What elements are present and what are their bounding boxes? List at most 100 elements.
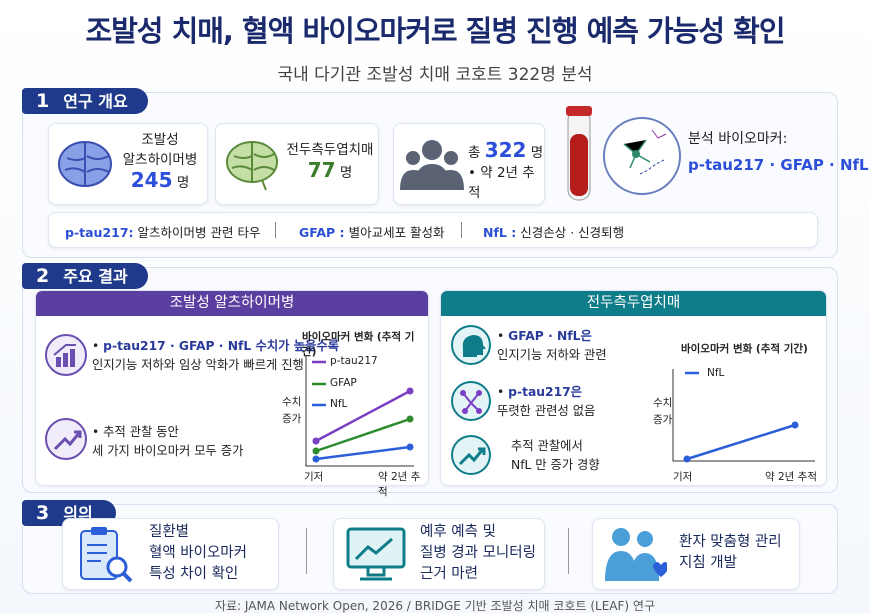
x-label: 약 2년 추적 — [765, 471, 817, 483]
mini-chart-title: 바이오마커 변화 (추적 기간) — [302, 331, 415, 358]
axis-label-line: 증가 — [653, 414, 673, 426]
finding-line: 인지기능 저하와 관련 — [497, 348, 607, 362]
significance-line: 질병 경과 모니터링 — [420, 545, 536, 561]
definition-bar: p-tau217: 알츠하이머병 관련 타우 GFAP : 별아교세포 활성화 Nf… — [48, 212, 818, 248]
panel-title: 조발성 알츠하이머병 — [36, 291, 428, 316]
brain-icon — [226, 141, 278, 191]
finding-line: NfL 만 증가 경향 — [511, 458, 600, 472]
card: 총 322 명 • 약 2년 추적 — [393, 123, 545, 205]
finding-line: 추적 관찰에서 — [511, 439, 583, 453]
card: 전두측두엽치매 77 명 — [215, 123, 379, 205]
finding-line: 추적 관찰 동안 — [103, 425, 179, 439]
biomarker-label: 분석 바이오마커: — [688, 131, 788, 147]
result-panel: 조발성 알츠하이머병 • p-tau217 · GFAP · NfL 수치가 높… — [35, 290, 429, 498]
monitor-icon — [346, 527, 406, 581]
legend-entry: NfL — [707, 367, 725, 379]
section-title: 주요 결과 — [63, 267, 128, 286]
section-number: 2 — [36, 265, 50, 287]
x-label: 기저 — [304, 471, 324, 483]
card-label: 조발성 — [141, 132, 179, 148]
finding: • p-tau217은 뚜렷한 관련성 없음 — [497, 385, 596, 418]
finding-line: 뚜렷한 관련성 없음 — [497, 404, 596, 418]
biomarker-names: p-tau217 · GFAP · NfL — [688, 156, 869, 174]
finding-line: 인지기능 저하와 임상 악화가 빠르게 진행 — [92, 358, 304, 372]
card-count: 322 — [484, 138, 527, 162]
mini-chart-title: 바이오마커 변화 (추적 기간) — [681, 343, 808, 355]
section-number: 3 — [36, 502, 50, 524]
clipboard-icon — [80, 527, 133, 583]
section-badge: 1 연구 개요 — [22, 88, 148, 114]
section-badge: 2 주요 결과 — [22, 263, 148, 289]
significance-line: 예후 예측 및 — [420, 524, 496, 540]
card-label: 알츠하이머병 — [122, 152, 198, 168]
card-count: 245 — [130, 168, 173, 192]
significance-line: 근거 마련 — [420, 566, 478, 582]
legend-entry: GFAP — [330, 377, 357, 389]
definition-desc: 신경손상 · 신경퇴행 — [520, 225, 625, 240]
mini-chart — [305, 356, 414, 467]
divider — [275, 222, 276, 238]
definition-desc: 알츠하이머병 관련 타우 — [137, 225, 261, 240]
finding-line: 세 가지 바이오마커 모두 증가 — [92, 444, 244, 458]
x-label: 기저 — [673, 471, 693, 483]
card-unit: 명 — [176, 175, 190, 191]
blood-tube-icon — [566, 106, 681, 201]
panel-title: 전두측두엽치매 — [441, 291, 826, 316]
mini-chart — [672, 369, 815, 463]
card-unit: 명 — [530, 145, 544, 161]
people-icon — [400, 140, 464, 190]
divider — [461, 222, 462, 238]
finding: • GFAP · NfL은 인지기능 저하와 관련 — [497, 329, 607, 362]
card-unit: 명 — [339, 165, 353, 181]
finding-line: p-tau217은 — [508, 385, 582, 399]
significance-line: 지침 개발 — [679, 555, 737, 571]
significance-line: 혈액 바이오마커 — [149, 545, 247, 561]
finding: 추적 관찰에서 NfL 만 증가 경향 — [511, 437, 600, 475]
subtitle: 국내 다기관 조발성 치매 코호트 322명 분석 — [277, 65, 593, 85]
family-icon — [605, 528, 667, 581]
finding: • p-tau217 · GFAP · NfL 수치가 높을수록 인지기능 저하와… — [92, 339, 339, 372]
axis-label-line: 수치 — [282, 396, 302, 408]
card-note: • 약 2년 추적 — [468, 165, 535, 201]
section-number: 1 — [36, 90, 50, 112]
significance-line: 환자 맞춤형 관리 — [679, 534, 782, 550]
source-note: 자료: JAMA Network Open, 2026 / BRIDGE 기반 … — [214, 599, 655, 613]
trend-icon — [451, 435, 491, 475]
finding-line: p-tau217 · GFAP · NfL 수치가 높을수록 — [103, 339, 339, 353]
legend-entry: NfL — [330, 398, 348, 410]
significance-line: 특성 차이 확인 — [149, 566, 239, 582]
definition: GFAP : 별아교세포 활성화 — [299, 222, 445, 241]
definition: NfL : 신경손상 · 신경퇴행 — [483, 222, 624, 241]
legend-entry: p-tau217 — [330, 355, 378, 367]
definition: p-tau217: 알츠하이머병 관련 타우 — [65, 222, 261, 241]
card-label: 전두측두엽치매 — [286, 142, 374, 158]
axis-label-line: 증가 — [282, 413, 302, 425]
divider — [568, 528, 569, 574]
section-title: 연구 개요 — [63, 92, 128, 111]
definition-desc: 별아교세포 활성화 — [348, 225, 445, 240]
finding-line: GFAP · NfL은 — [508, 329, 592, 343]
axis-label-line: 수치 — [653, 397, 673, 409]
trend-icon — [45, 418, 87, 460]
x-label: 약 2년 추적 — [378, 471, 421, 498]
molecule-icon — [451, 381, 491, 421]
head-icon — [451, 325, 491, 365]
chart-icon — [45, 334, 87, 376]
definition-term: GFAP : — [299, 225, 345, 240]
divider — [306, 528, 307, 574]
card-prefix: 총 — [468, 145, 481, 161]
title: 조발성 치매, 혈액 바이오마커로 질병 진행 예측 가능성 확인 — [85, 14, 785, 48]
finding: • 추적 관찰 동안 세 가지 바이오마커 모두 증가 — [92, 425, 244, 458]
definition-term: p-tau217: — [65, 225, 134, 240]
card-count: 77 — [307, 158, 336, 182]
definition-term: NfL : — [483, 225, 517, 240]
brain-icon — [58, 141, 112, 187]
significance-line: 질환별 — [149, 524, 190, 540]
